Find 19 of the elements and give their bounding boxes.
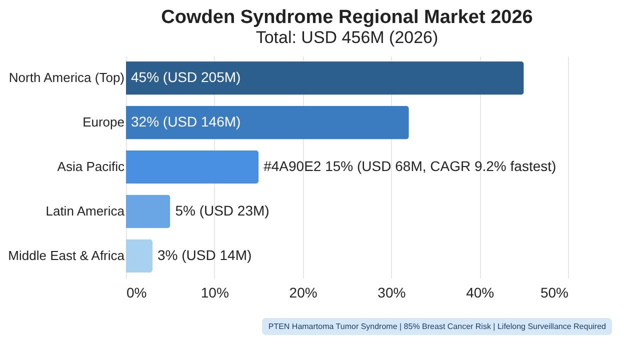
data-label: 3% (USD 14M) bbox=[158, 246, 252, 263]
chart-subtitle: Total: USD 456M (2026) bbox=[256, 28, 438, 47]
x-tick-label: 40% bbox=[466, 284, 494, 300]
x-tick-label: 10% bbox=[200, 284, 229, 300]
y-tick-label: North America (Top) bbox=[8, 70, 124, 86]
y-tick-label: Latin America bbox=[46, 203, 126, 218]
text: PTEN Hamartoma Tumor Syndrome | 85% Breast Cancer Risk | Lifelong Surveillance Required bbox=[262, 318, 612, 335]
chart-title: Cowden Syndrome Regional Market 2026 bbox=[161, 7, 533, 28]
y-tick-label: Asia Pacific bbox=[57, 159, 125, 174]
data-label: #4A90E2 15% (USD 68M, CAGR 9.2% fastest) bbox=[264, 158, 556, 174]
x-tick-label: 30% bbox=[378, 284, 406, 300]
x-tick-label: 0% bbox=[126, 284, 147, 300]
data-label: 5% (USD 23M) bbox=[175, 202, 270, 218]
data-label: 45% (USD 205M) bbox=[131, 69, 241, 86]
y-tick-label: Middle East & Africa bbox=[8, 248, 126, 263]
data-label: 32% (USD 146M) bbox=[131, 114, 241, 130]
x-tick-label: 20% bbox=[289, 284, 318, 300]
y-tick-label: Europe bbox=[82, 114, 124, 130]
x-tick-label: 50% bbox=[540, 284, 568, 300]
